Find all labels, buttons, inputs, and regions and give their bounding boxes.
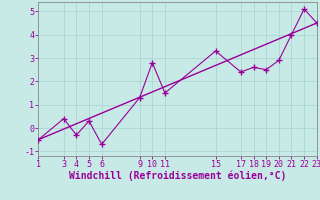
X-axis label: Windchill (Refroidissement éolien,°C): Windchill (Refroidissement éolien,°C): [69, 171, 286, 181]
